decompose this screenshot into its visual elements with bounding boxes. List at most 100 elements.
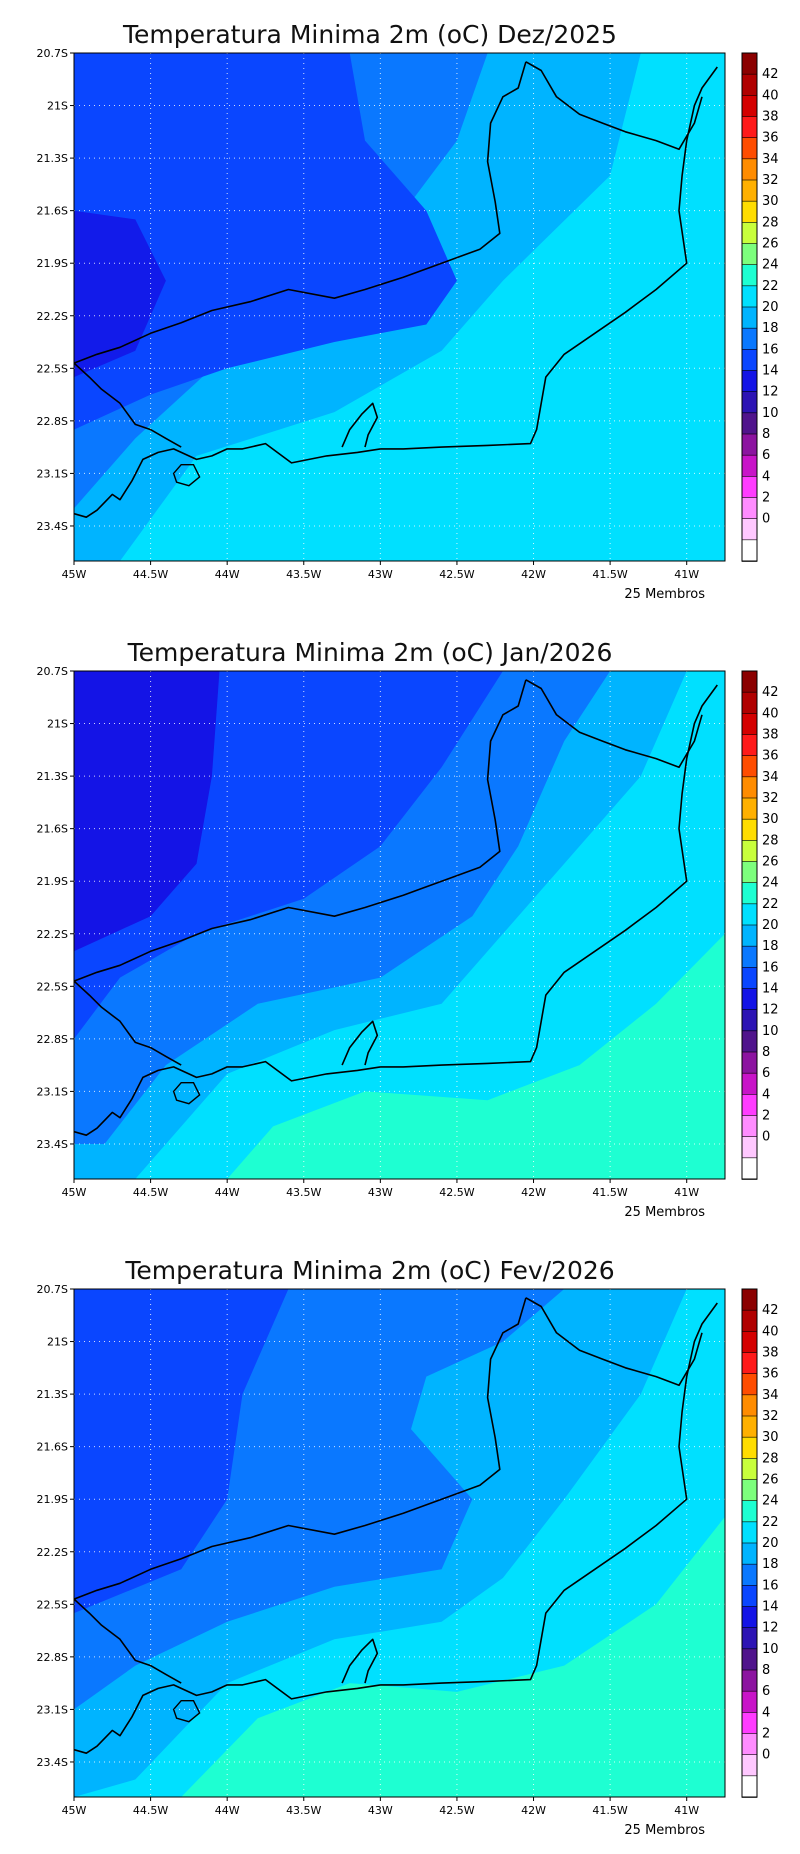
lon-tick-label: 42W	[521, 568, 546, 581]
colorbar-segment	[741, 116, 758, 139]
lat-tick-label: 21.3S	[37, 770, 68, 783]
colorbar-segment	[741, 988, 758, 1011]
lon-tick-label: 44.5W	[133, 1186, 168, 1199]
temperature-zone	[74, 1289, 289, 1614]
colorbar-label: 14	[762, 1600, 779, 1615]
colorbar-label: 22	[762, 279, 779, 294]
state-border	[74, 980, 182, 1066]
lat-tick-label: 21.3S	[37, 152, 68, 165]
colorbar-segment	[741, 1331, 758, 1354]
colorbar-segment	[741, 797, 758, 820]
colorbar-label: 24	[762, 1494, 779, 1509]
colorbar-segment	[741, 840, 758, 863]
colorbar-label: 34	[762, 1388, 779, 1403]
lat-tick-label: 21.9S	[37, 257, 68, 270]
colorbar-segment	[741, 1479, 758, 1502]
colorbar-segment	[741, 1500, 758, 1523]
temperature-zone	[74, 671, 220, 952]
lon-tick-label: 41.5W	[592, 1186, 627, 1199]
colorbar-segment	[741, 1373, 758, 1396]
colorbar-segment	[741, 200, 758, 224]
colorbar-label: 6	[762, 1066, 770, 1081]
colorbar-segment	[741, 1754, 758, 1777]
colorbar-label: 28	[762, 215, 779, 230]
colorbar-label: 22	[762, 897, 779, 912]
lon-tick-label: 42.5W	[439, 1804, 474, 1817]
colorbar-segment	[741, 1436, 758, 1460]
colorbar-segment	[741, 945, 758, 969]
colorbar-label: 12	[762, 385, 779, 400]
colorbar-segment	[741, 327, 758, 351]
colorbar-label: 34	[762, 770, 779, 785]
lat-tick-label: 23.4S	[37, 1756, 68, 1769]
colorbar-segment	[741, 1521, 758, 1544]
map-panel-dez: Temperatura Minima 2m (oC) Dez/2025 20.7…	[0, 0, 800, 618]
colorbar-label: 8	[762, 427, 770, 442]
lat-tick-label: 21.3S	[37, 1388, 68, 1401]
colorbar-label: 26	[762, 1473, 779, 1488]
colorbar-segment	[741, 476, 758, 499]
colorbar-segment	[741, 179, 758, 202]
colorbar-segment	[741, 1733, 758, 1756]
lon-tick-label: 43W	[368, 1804, 393, 1817]
colorbar-segment	[741, 1094, 758, 1117]
lon-tick-label: 44.5W	[133, 568, 168, 581]
colorbar-label: 28	[762, 833, 779, 848]
colorbar-segment	[741, 1648, 758, 1671]
colorbar-label: 40	[762, 706, 779, 721]
state-border	[74, 1598, 182, 1684]
map-title: Temperatura Minima 2m (oC) Fev/2026	[124, 1256, 614, 1285]
colorbar-label: 4	[762, 469, 770, 484]
plot-frame	[73, 1288, 726, 1798]
colorbar-label: 0	[762, 1748, 770, 1763]
colorbar-label: 20	[762, 300, 779, 315]
lon-tick-label: 44W	[215, 1804, 240, 1817]
colorbar-label: 6	[762, 448, 770, 463]
members-label: 25 Membros	[624, 1205, 705, 1220]
colorbar-label: 28	[762, 1451, 779, 1466]
colorbar-label: 32	[762, 1409, 779, 1424]
colorbar-label: 6	[762, 1684, 770, 1699]
colorbar-label: 4	[762, 1087, 770, 1102]
colorbar-label: 36	[762, 1367, 779, 1382]
lat-tick-label: 20.7S	[37, 1283, 68, 1296]
colorbar-label: 38	[762, 110, 779, 125]
colorbar-label: 36	[762, 131, 779, 146]
lon-tick-label: 42W	[521, 1804, 546, 1817]
colorbar-segment	[741, 1394, 758, 1417]
lon-tick-label: 42W	[521, 1186, 546, 1199]
map-field	[74, 53, 725, 561]
lat-tick-label: 22.5S	[37, 362, 68, 375]
colorbar-segment	[741, 95, 758, 118]
map-panel-fev: Temperatura Minima 2m (oC) Fev/2026 20.7…	[0, 1236, 800, 1854]
plot-frame	[73, 52, 726, 562]
colorbar-label: 30	[762, 194, 779, 209]
lon-tick-label: 43.5W	[286, 1804, 321, 1817]
island-outline	[172, 464, 201, 487]
colorbar-label: 30	[762, 1430, 779, 1445]
map-svg-dez: Temperatura Minima 2m (oC) Dez/2025 20.7…	[37, 20, 779, 602]
colorbar-segment	[741, 222, 758, 245]
colorbar-segment	[741, 1051, 758, 1074]
colorbar-label: 40	[762, 1324, 779, 1339]
state-border	[74, 61, 527, 364]
colorbar-segment	[741, 734, 758, 757]
colorbar-segment	[741, 454, 758, 478]
colorbar-label: 4	[762, 1705, 770, 1720]
lat-tick-label: 21.6S	[37, 823, 68, 836]
lat-tick-label: 20.7S	[37, 47, 68, 60]
colorbar-frame	[741, 52, 758, 562]
colorbar-segment	[741, 1309, 758, 1333]
colorbar-label: 18	[762, 1557, 779, 1572]
colorbar-segment	[741, 1115, 758, 1138]
map-title: Temperatura Minima 2m (oC) Dez/2025	[122, 20, 617, 49]
lon-tick-label: 41W	[674, 1186, 699, 1199]
colorbar-frame	[741, 1288, 758, 1798]
members-label: 25 Membros	[624, 1823, 705, 1838]
colorbar-label: 10	[762, 1642, 779, 1657]
colorbar-segment	[741, 1542, 758, 1565]
map-svg-fev: Temperatura Minima 2m (oC) Fev/2026 20.7…	[37, 1256, 779, 1838]
colorbar-segment	[741, 349, 758, 372]
colorbar-label: 14	[762, 982, 779, 997]
colorbar-label: 42	[762, 1303, 779, 1318]
